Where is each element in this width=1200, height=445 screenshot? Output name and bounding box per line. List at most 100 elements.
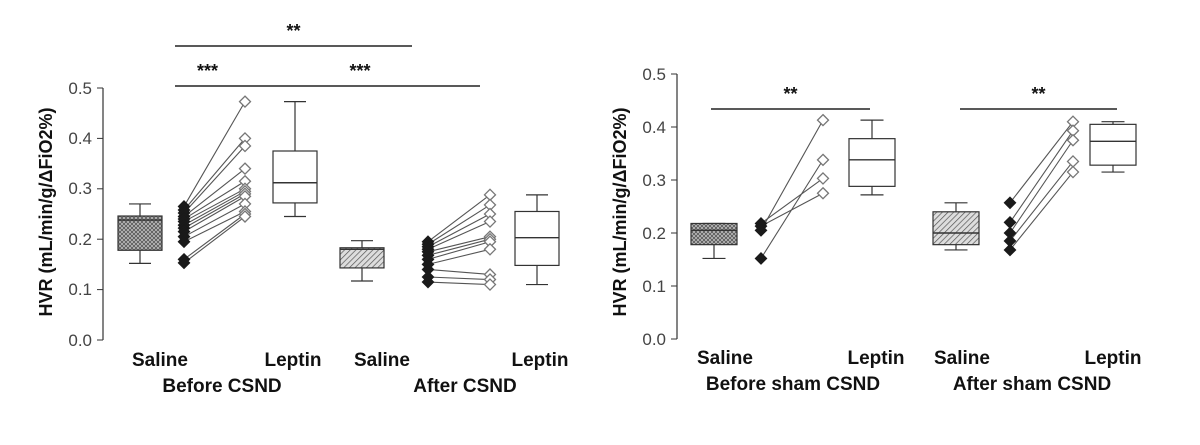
saline-point: [177, 256, 191, 270]
box-iqr: [690, 222, 738, 246]
box-plot-saline: [932, 202, 980, 251]
left-category-label-leptin-before: Leptin: [265, 350, 322, 371]
box-plot-leptin: [272, 101, 318, 218]
significance-label: **: [783, 84, 797, 104]
pair-connector-line: [1009, 130, 1074, 223]
paired-points-after: [421, 188, 497, 291]
right-y-ticks: 0.0 0.1 0.2 0.3 0.4 0.5: [642, 65, 677, 349]
pair-connector-line: [183, 193, 246, 229]
significance-bar: **: [960, 84, 1117, 110]
pair-connector-line: [427, 221, 491, 250]
right-ytick-label: 0.1: [642, 277, 666, 296]
box-iqr: [514, 210, 560, 267]
pair-connector-line: [183, 101, 246, 207]
leptin-point: [816, 153, 830, 167]
saline-point: [1003, 196, 1017, 210]
significance-label: ***: [197, 61, 218, 81]
right-ytick-label: 0.2: [642, 224, 666, 243]
pair-connector-line: [183, 210, 246, 243]
pair-connector-line: [183, 213, 246, 260]
leptin-point: [483, 215, 497, 228]
right-y-axis-label: HVR (mL/min/g/ΔFiO2%): [610, 108, 630, 317]
left-category-label-saline-after: Saline: [354, 350, 410, 371]
box-plot-leptin: [1089, 121, 1137, 173]
left-group-label-before: Before CSND: [162, 376, 281, 397]
right-category-label-leptin-after: Leptin: [1085, 348, 1142, 369]
pair-connector-line: [427, 241, 491, 260]
right-plot-area: ** **: [690, 84, 1137, 265]
significance-label: ***: [349, 61, 370, 81]
pair-connector-line: [183, 168, 246, 217]
paired-points-after: [1003, 115, 1080, 257]
box-iqr: [1089, 123, 1137, 166]
pair-connector-line: [427, 204, 491, 245]
leptin-point: [1066, 165, 1080, 179]
pair-connector-line: [183, 216, 246, 264]
pair-connector-line: [183, 180, 246, 220]
pair-connector-line: [427, 213, 491, 248]
saline-point: [177, 235, 191, 249]
left-ytick-label: 0.3: [68, 179, 92, 198]
box-plot-saline: [690, 222, 738, 260]
left-ytick-label: 0.4: [68, 129, 92, 148]
significance-bar: ***: [240, 61, 480, 87]
leptin-point: [238, 139, 252, 153]
pair-connector-line: [183, 138, 246, 211]
pair-connector-line: [427, 281, 491, 286]
box-iqr: [932, 211, 980, 246]
right-panel: HVR (mL/min/g/ΔFiO2%) 0.0 0.1 0.2 0.3 0.…: [610, 65, 1142, 395]
pair-connector-line: [427, 236, 491, 253]
right-ytick-label: 0.3: [642, 171, 666, 190]
pair-connector-line: [760, 177, 824, 224]
box-iqr: [848, 138, 896, 187]
box-plot-leptin: [514, 194, 560, 286]
pair-connector-line: [183, 195, 246, 233]
left-panel: HVR (mL/min/g/ΔFiO2%) 0.0 0.1 0.2 0.3 0.…: [36, 21, 569, 397]
saline-point: [421, 275, 435, 289]
leptin-point: [238, 210, 252, 223]
significance-label: **: [1031, 84, 1045, 104]
box-plot-leptin: [848, 119, 896, 196]
saline-point: [1003, 215, 1017, 229]
left-y-axis-label: HVR (mL/min/g/ΔFiO2%): [36, 108, 56, 317]
left-ytick-label: 0.2: [68, 230, 92, 249]
left-x-labels: Saline Leptin Saline Leptin Before CSND …: [132, 350, 568, 397]
left-category-label-saline-before: Saline: [132, 350, 188, 371]
leptin-point: [816, 113, 830, 127]
pair-connector-line: [760, 159, 824, 259]
pair-connector-line: [1009, 171, 1074, 251]
pair-connector-line: [183, 190, 246, 226]
right-ytick-label: 0.5: [642, 65, 666, 84]
left-y-ticks: 0.0 0.1 0.2 0.3 0.4 0.5: [68, 79, 103, 350]
leptin-point: [483, 278, 497, 291]
pair-connector-line: [427, 268, 491, 276]
right-ytick-label: 0.4: [642, 118, 666, 137]
pair-connector-line: [183, 203, 246, 238]
pair-connector-line: [1009, 121, 1074, 204]
pair-connector-line: [1009, 161, 1074, 242]
paired-points-before: [177, 95, 252, 270]
leptin-point: [816, 186, 830, 200]
pair-connector-line: [183, 145, 246, 214]
box-plot-saline: [339, 240, 385, 282]
significance-bar: **: [711, 84, 870, 110]
pair-connector-line: [427, 194, 491, 243]
leptin-point: [238, 162, 252, 176]
left-ytick-label: 0.5: [68, 79, 92, 98]
leptin-point: [238, 95, 252, 109]
saline-point: [754, 223, 768, 237]
right-x-labels: Saline Leptin Saline Leptin Before sham …: [697, 348, 1141, 395]
pair-connector-line: [427, 276, 491, 281]
pair-connector-line: [427, 248, 491, 265]
right-category-label-saline-after: Saline: [934, 348, 990, 369]
significance-bar: ***: [175, 61, 240, 87]
left-group-label-after: After CSND: [413, 376, 516, 397]
box-iqr: [117, 215, 163, 251]
left-plot-area: ***** ***: [117, 21, 560, 291]
leptin-point: [483, 242, 497, 256]
left-category-label-leptin-after: Leptin: [512, 350, 569, 371]
pair-connector-line: [183, 188, 246, 223]
significance-bar: **: [175, 21, 412, 47]
saline-point: [1003, 243, 1017, 257]
